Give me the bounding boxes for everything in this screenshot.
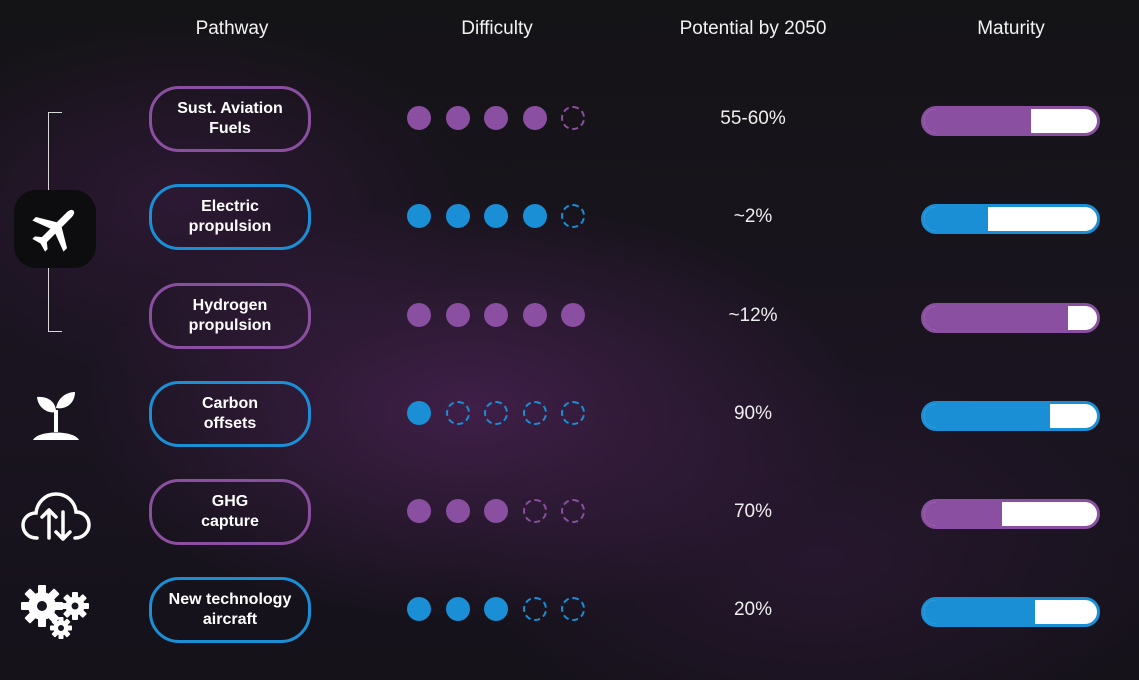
header-difficulty: Difficulty	[461, 18, 533, 39]
difficulty-rating	[407, 204, 597, 230]
potential-value: 20%	[733, 599, 773, 620]
difficulty-rating	[407, 597, 597, 623]
difficulty-dot-empty	[561, 597, 585, 621]
pathway-pill: Electric propulsion	[149, 184, 311, 250]
pathway-pill: Carbon offsets	[149, 381, 311, 447]
potential-value: ~2%	[733, 206, 773, 227]
potential-value: 70%	[733, 501, 773, 522]
maturity-bar-fill	[924, 600, 1035, 624]
plant-sprout-icon	[28, 388, 84, 446]
pathway-row: Carbon offsets 90%	[0, 381, 1139, 453]
maturity-bar	[921, 499, 1100, 529]
potential-value: 90%	[733, 403, 773, 424]
difficulty-dot-filled	[522, 106, 547, 130]
difficulty-dot-empty	[522, 499, 547, 523]
difficulty-dot-empty	[561, 499, 585, 523]
maturity-bar-fill	[924, 306, 1068, 330]
difficulty-dot-filled	[445, 204, 470, 228]
difficulty-dot-filled	[522, 204, 547, 228]
gears-icon	[20, 582, 92, 642]
difficulty-dot-filled	[407, 401, 431, 425]
maturity-bar-fill	[924, 404, 1051, 428]
difficulty-dot-empty	[484, 401, 508, 425]
pathway-row: GHG capture 70%	[0, 479, 1139, 551]
maturity-bar	[921, 303, 1100, 333]
header-maturity: Maturity	[977, 18, 1045, 39]
maturity-bar-fill	[924, 502, 1002, 526]
header-pathway: Pathway	[195, 18, 269, 39]
pathway-pill: GHG capture	[149, 479, 311, 545]
pathway-pill: Sust. Aviation Fuels	[149, 86, 311, 152]
difficulty-dot-filled	[484, 303, 508, 327]
header-potential: Potential by 2050	[679, 18, 827, 39]
difficulty-dot-empty	[445, 401, 470, 425]
difficulty-rating	[407, 499, 597, 525]
pathway-row: Hydrogen propulsion ~12%	[0, 283, 1139, 355]
pathway-row: New technology aircraft 20%	[0, 577, 1139, 649]
maturity-bar	[921, 204, 1100, 234]
difficulty-rating	[407, 303, 597, 329]
difficulty-dot-filled	[407, 303, 431, 327]
difficulty-dot-filled	[407, 597, 431, 621]
difficulty-rating	[407, 401, 597, 427]
potential-value: ~12%	[728, 305, 778, 326]
difficulty-dot-filled	[484, 204, 508, 228]
pathway-pill: Hydrogen propulsion	[149, 283, 311, 349]
pathway-row: Electric propulsion ~2%	[0, 184, 1139, 256]
pathway-pill: New technology aircraft	[149, 577, 311, 643]
difficulty-dot-filled	[484, 597, 508, 621]
maturity-bar	[921, 106, 1100, 136]
difficulty-dot-empty	[522, 597, 547, 621]
difficulty-dot-filled	[561, 303, 585, 327]
maturity-bar	[921, 401, 1100, 431]
difficulty-dot-filled	[445, 597, 470, 621]
maturity-bar	[921, 597, 1100, 627]
difficulty-dot-empty	[522, 401, 547, 425]
airplane-icon	[12, 188, 98, 270]
difficulty-dot-filled	[407, 204, 431, 228]
cloud-upload-download-icon	[20, 488, 92, 542]
difficulty-dot-empty	[561, 204, 585, 228]
maturity-bar-fill	[924, 109, 1032, 133]
difficulty-dot-filled	[445, 303, 470, 327]
difficulty-dot-filled	[407, 499, 431, 523]
pathway-row: Sust. Aviation Fuels 55-60%	[0, 86, 1139, 158]
difficulty-dot-filled	[407, 106, 431, 130]
difficulty-dot-filled	[484, 499, 508, 523]
difficulty-dot-empty	[561, 401, 585, 425]
difficulty-dot-filled	[484, 106, 508, 130]
difficulty-dot-filled	[445, 106, 470, 130]
difficulty-dot-filled	[522, 303, 547, 327]
difficulty-rating	[407, 106, 597, 132]
potential-value: 55-60%	[720, 108, 786, 129]
maturity-bar-fill	[924, 207, 988, 231]
difficulty-dot-filled	[445, 499, 470, 523]
difficulty-dot-empty	[561, 106, 585, 130]
